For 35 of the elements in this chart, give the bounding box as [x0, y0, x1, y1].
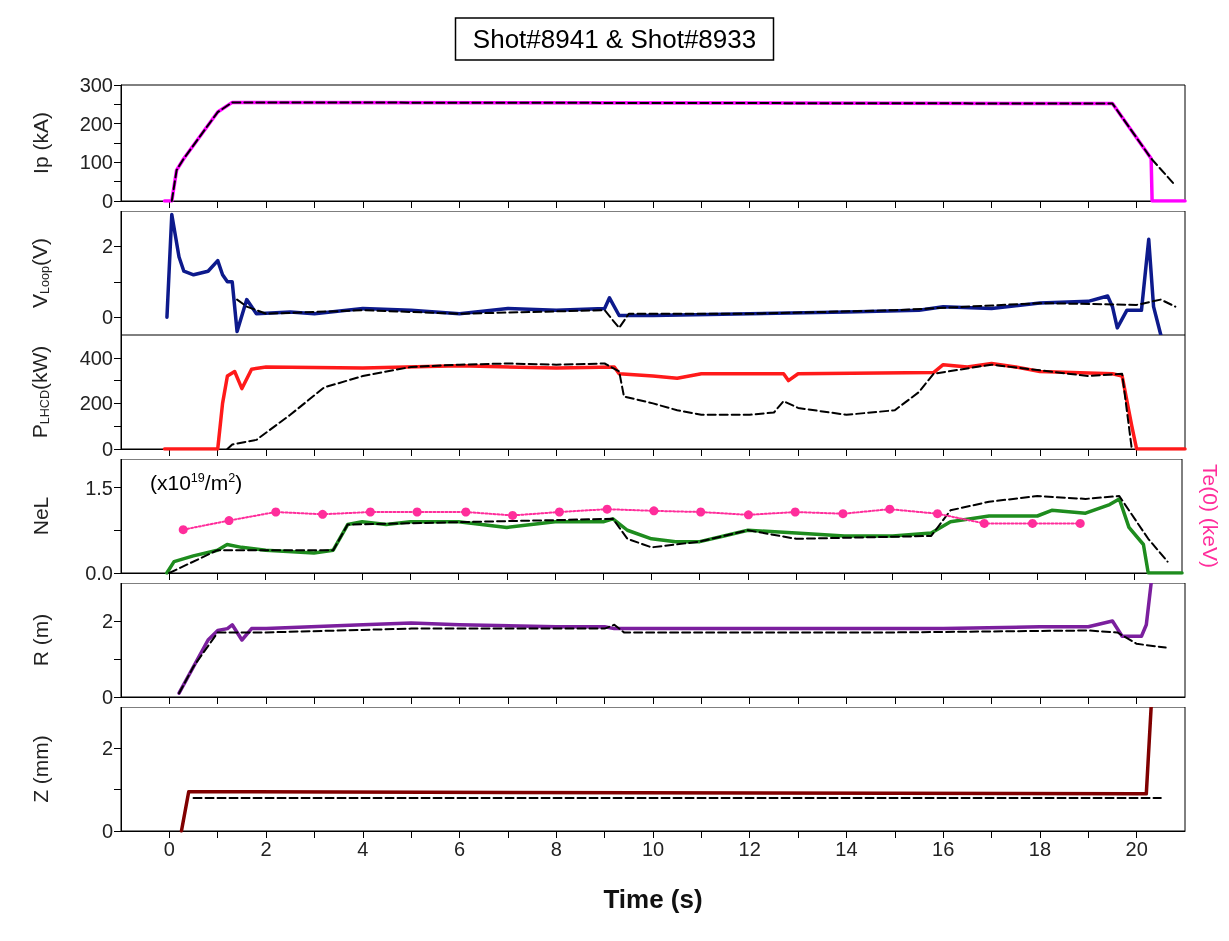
x-tick-label: 2	[260, 838, 272, 860]
chart-title: Shot#8941 & Shot#8933	[472, 24, 757, 54]
y-tick-label: 200	[79, 392, 113, 415]
y-tick-label: 1.5	[85, 476, 113, 499]
y-tick-label: 0	[101, 438, 113, 460]
x-tick-label: 10	[641, 838, 665, 860]
x-tick-label: 8	[550, 838, 562, 860]
x-tick-label: 20	[1125, 838, 1148, 860]
x-tick-label: 18	[1028, 838, 1052, 860]
y-axis-title: Ip (kA)	[29, 112, 52, 174]
y-tick-label: 100	[79, 151, 113, 174]
y-tick-label: 0	[101, 306, 113, 329]
x-axis-title: Time (s)	[603, 884, 703, 914]
y-tick-label: 2	[101, 235, 113, 258]
y2-axis-title: Te(0) (keV)	[1199, 464, 1222, 568]
x-tick-label: 6	[453, 838, 466, 860]
y-tick-label: 0	[101, 820, 113, 842]
y-axis-title: R (m)	[29, 613, 52, 667]
y-axis-title: Z (mm)	[29, 735, 52, 803]
y-tick-label: 0	[101, 190, 113, 212]
x-tick-label: 0	[163, 838, 175, 860]
y-axis-title: NeL	[29, 496, 52, 536]
y-tick-label: 2	[101, 610, 113, 632]
y-tick-label: 400	[79, 346, 113, 369]
x-tick-label: 16	[932, 838, 955, 860]
y-tick-label: 300	[79, 74, 113, 96]
x-tick-label: 4	[357, 838, 369, 860]
x-tick-label: 14	[835, 838, 858, 860]
y-tick-label: 0.0	[85, 562, 113, 584]
y-axis-title: PLHCD(kW)	[27, 345, 52, 439]
y-tick-label: 2	[101, 737, 113, 760]
y-tick-label: 200	[79, 112, 113, 135]
y-axis-title: VLoop(V)	[27, 237, 52, 309]
x-tick-label: 12	[738, 838, 761, 860]
y-tick-label: 0	[101, 686, 113, 708]
